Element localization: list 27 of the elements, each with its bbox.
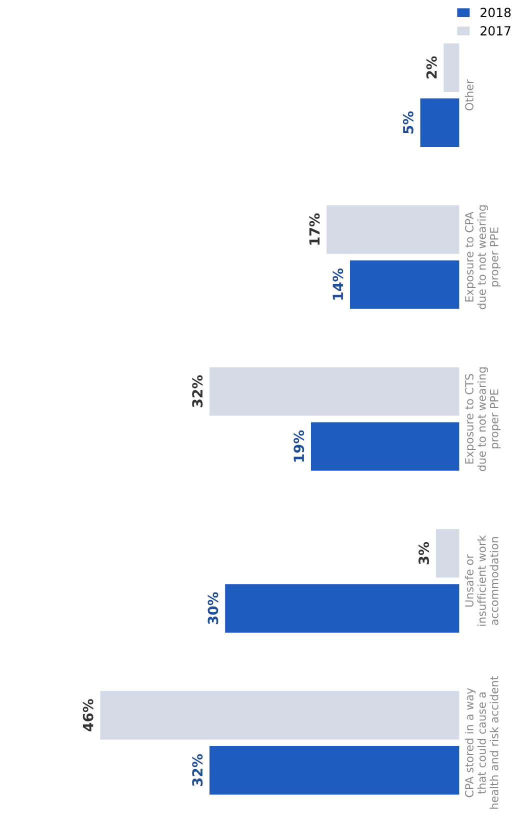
bar — [100, 690, 460, 740]
y-tick-label: Exposure to CPA due to not wearing proper PPE — [465, 205, 501, 310]
data-label: 32% — [192, 375, 203, 408]
bar — [209, 367, 460, 416]
y-tick-label: Exposure to CTS due to not wearing proper PPE — [465, 367, 501, 472]
bar — [444, 43, 460, 92]
data-label: 14% — [332, 268, 344, 300]
data-label: 2% — [426, 56, 437, 78]
bar — [436, 529, 460, 578]
data-label: 5% — [402, 111, 414, 134]
legend-label: 2018 — [480, 8, 511, 18]
bar — [209, 746, 460, 795]
y-tick-label: Other — [464, 79, 474, 110]
data-label: 19% — [294, 430, 304, 462]
legend-label: 2017 — [480, 26, 510, 36]
data-label: 46% — [82, 699, 94, 732]
bar — [326, 205, 460, 254]
bar — [420, 98, 460, 148]
y-tick-label: CPA stored in a way that could cause a health and risk accident — [464, 676, 498, 809]
y-tick-label: Unsafe or insufficient work accommodation — [464, 535, 498, 626]
bar — [225, 584, 460, 633]
bar — [310, 422, 460, 471]
data-label: 17% — [309, 213, 320, 245]
bar — [350, 260, 460, 309]
data-label: 30% — [208, 592, 218, 624]
data-label: 3% — [418, 542, 430, 564]
data-label: 32% — [192, 754, 203, 786]
